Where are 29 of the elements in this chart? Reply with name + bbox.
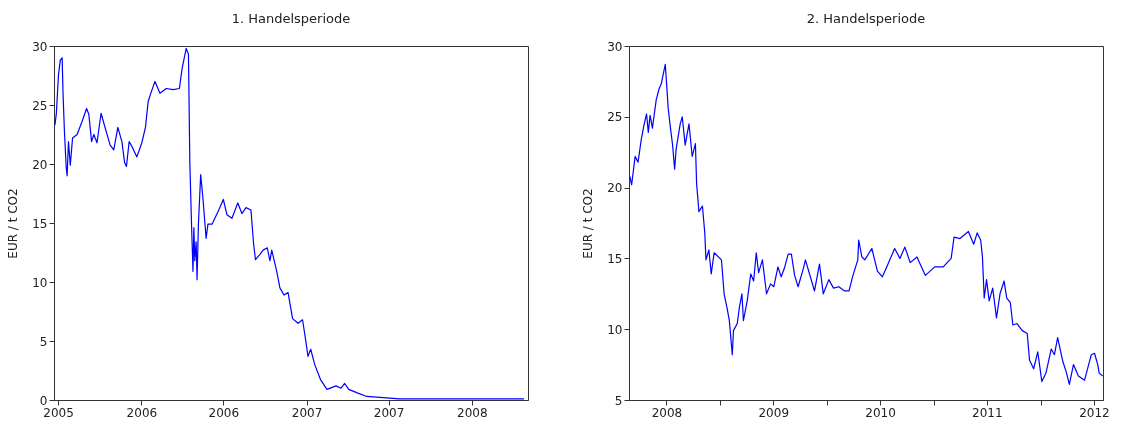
x-tick-label: 2010: [865, 405, 896, 420]
y-axis-title: EUR / t CO2: [581, 188, 596, 259]
y-tick-label: 25: [32, 98, 48, 113]
x-tick-label: 2005: [43, 405, 74, 420]
line-series: [629, 63, 1103, 386]
x-tick-label: 2011: [972, 405, 1003, 420]
y-tick-label: 10: [607, 322, 623, 337]
y-tick-label: 15: [32, 216, 48, 231]
x-tick-label: 2008: [457, 405, 488, 420]
y-tick-label: 15: [607, 251, 623, 266]
x-tick-label: 2012: [1079, 405, 1110, 420]
y-tick-label: 5: [39, 334, 48, 349]
x-tick-label: 2007: [291, 405, 323, 420]
x-tick-label: 2009: [758, 405, 790, 420]
chart-title: 2. Handelsperiode: [806, 11, 926, 26]
y-tick-label: 0: [39, 393, 48, 408]
x-tick-label: 2007: [373, 405, 405, 420]
y-tick-label: 5: [614, 393, 623, 408]
x-tick-label: 2008: [651, 405, 683, 420]
y-axis-title: EUR / t CO2: [6, 188, 21, 259]
chart-title: 1. Handelsperiode: [231, 11, 351, 26]
y-tick-label: 20: [607, 181, 623, 196]
y-tick-label: 10: [32, 275, 48, 290]
y-tick-label: 30: [32, 39, 48, 54]
y-tick-label: 30: [607, 39, 623, 54]
x-tick-label: 2006: [126, 405, 158, 420]
x-tick-label: 2006: [208, 405, 240, 420]
y-tick-label: 25: [607, 110, 623, 125]
y-tick-label: 20: [32, 157, 48, 172]
